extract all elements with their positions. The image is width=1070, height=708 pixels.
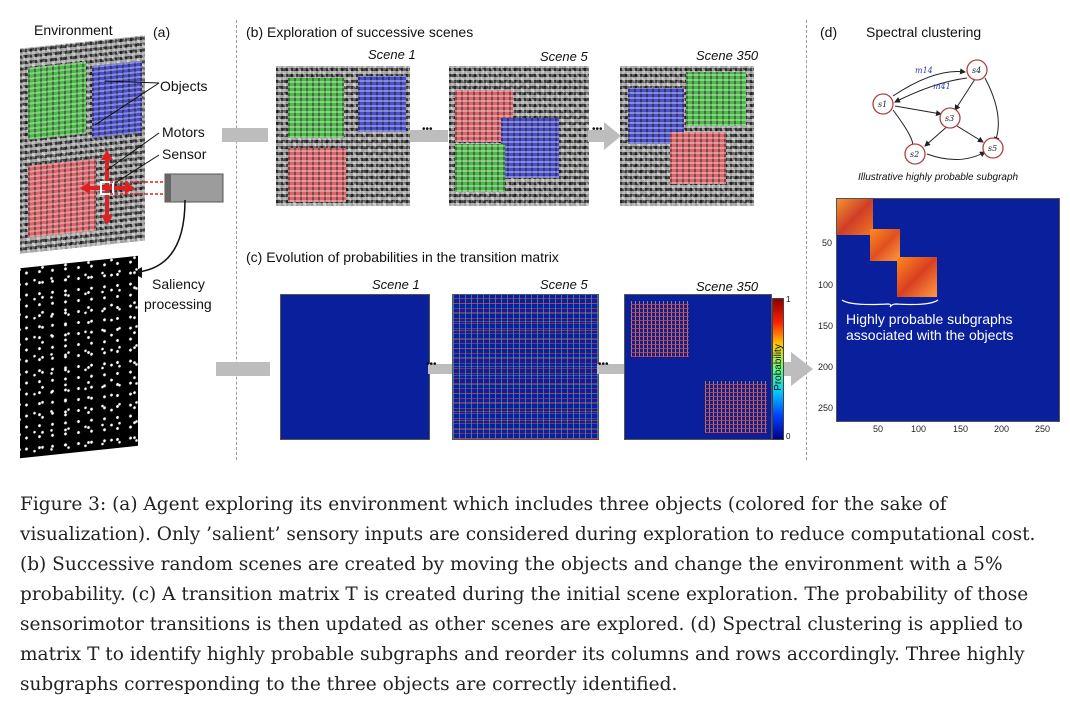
caption-line-2: visualization). Only ’salient’ sensory i… xyxy=(20,524,1036,545)
separator-cd xyxy=(806,20,807,460)
subgraph-diagram: s1 s2 s3 s4 s5 m14 m41 xyxy=(872,59,1004,165)
c-scene-5-label: Scene 5 xyxy=(540,277,588,292)
colorbar-min: 0 xyxy=(786,432,791,441)
b-ellipsis: ••• xyxy=(422,124,433,135)
c-scene-350-label: Scene 350 xyxy=(696,279,759,294)
panel-a-tag: (a) xyxy=(153,24,171,40)
node-s3: s3 xyxy=(945,114,954,123)
arrow-c-in xyxy=(216,362,270,376)
panel-b-title: (b) Exploration of successive scenes xyxy=(246,24,474,40)
b-ellipsis-2: ••• xyxy=(592,124,603,135)
b-scene-1-image xyxy=(276,66,410,206)
caption-line-5: sensorimotor transitions is then updated… xyxy=(20,614,1023,635)
panel-c-title: (c) Evolution of probabilities in the tr… xyxy=(246,249,559,265)
caption-line-1: Figure 3: (a) Agent exploring its enviro… xyxy=(20,494,947,515)
colorbar xyxy=(772,298,784,440)
graph-nodes xyxy=(872,59,1004,165)
b-scene-350-label: Scene 350 xyxy=(696,48,759,63)
d-ytick-100: 100 xyxy=(818,280,834,290)
d-xtick-50: 50 xyxy=(873,424,884,434)
node-s4: s4 xyxy=(972,66,981,75)
motors-label: Motors xyxy=(162,124,205,140)
d-ytick-200: 200 xyxy=(818,362,834,372)
d-xtick-150: 150 xyxy=(953,424,969,434)
edge-m41: m41 xyxy=(933,82,951,91)
c-scene-350-matrix xyxy=(624,294,772,440)
clustered-matrix xyxy=(836,198,1060,422)
edge-m14: m14 xyxy=(915,66,933,75)
c-ellipsis-2: ••• xyxy=(598,359,609,370)
saliency-image xyxy=(20,255,138,459)
c-scene-1-label: Scene 1 xyxy=(372,277,420,292)
colorbar-label: Probability xyxy=(772,344,784,391)
panel-a-title: Environment xyxy=(34,22,113,38)
colorbar-max: 1 xyxy=(786,295,791,304)
c-scene-1-matrix xyxy=(280,294,430,440)
figure-caption: Figure 3: (a) Agent exploring its enviro… xyxy=(20,490,1060,700)
sensor-label: Sensor xyxy=(162,146,207,162)
caption-line-4: probability. (c) A transition matrix T i… xyxy=(20,584,1029,605)
d-xtick-100: 100 xyxy=(911,424,927,434)
d-xtick-250: 250 xyxy=(1035,424,1051,434)
b-scene-1-label: Scene 1 xyxy=(368,47,416,62)
brace-icon xyxy=(841,299,939,308)
heatmap-annotation-2: associated with the objects xyxy=(846,327,1014,343)
saliency-label-2: processing xyxy=(144,296,212,312)
d-ytick-150: 150 xyxy=(818,321,834,331)
separator-ab xyxy=(236,20,237,460)
c-scene-5-matrix xyxy=(452,294,599,440)
caption-line-7: subgraphs corresponding to the three obj… xyxy=(20,674,678,695)
caption-line-6: matrix T to identify highly probable sub… xyxy=(20,644,1025,665)
d-ytick-250: 250 xyxy=(818,403,834,413)
node-s5: s5 xyxy=(988,144,997,153)
saliency-arrow-icon xyxy=(132,199,186,278)
c-ellipsis: ••• xyxy=(426,359,437,370)
heatmap-annotation-1: Highly probable subgraphs xyxy=(846,311,1013,327)
graph-caption: Illustrative highly probable subgraph xyxy=(858,172,1019,183)
arrow-b-2-icon xyxy=(588,122,621,150)
saliency-label-1: Saliency xyxy=(152,276,205,292)
objects-label: Objects xyxy=(160,78,208,94)
arrow-c-2 xyxy=(597,364,624,374)
arrow-b-1 xyxy=(410,130,448,142)
caption-line-3: (b) Successive random scenes are created… xyxy=(20,554,1003,575)
b-scene-350-image xyxy=(620,66,754,206)
pointer-lines xyxy=(95,80,160,184)
panel-d-title: Spectral clustering xyxy=(866,24,982,40)
arrow-c-1 xyxy=(428,364,452,374)
motors-arrows-icon xyxy=(80,150,135,225)
sensor-icon xyxy=(110,173,224,203)
d-ytick-50: 50 xyxy=(822,238,833,248)
d-xtick-200: 200 xyxy=(994,424,1010,434)
heatmap-annotation: Highly probable subgraphs associated wit… xyxy=(846,311,1013,343)
b-scene-5-image xyxy=(449,66,589,206)
node-s1: s1 xyxy=(878,100,887,109)
arrow-b-in xyxy=(222,128,268,142)
b-scene-5-label: Scene 5 xyxy=(540,49,588,64)
node-s2: s2 xyxy=(910,150,919,159)
panel-d-tag: (d) xyxy=(820,24,838,40)
